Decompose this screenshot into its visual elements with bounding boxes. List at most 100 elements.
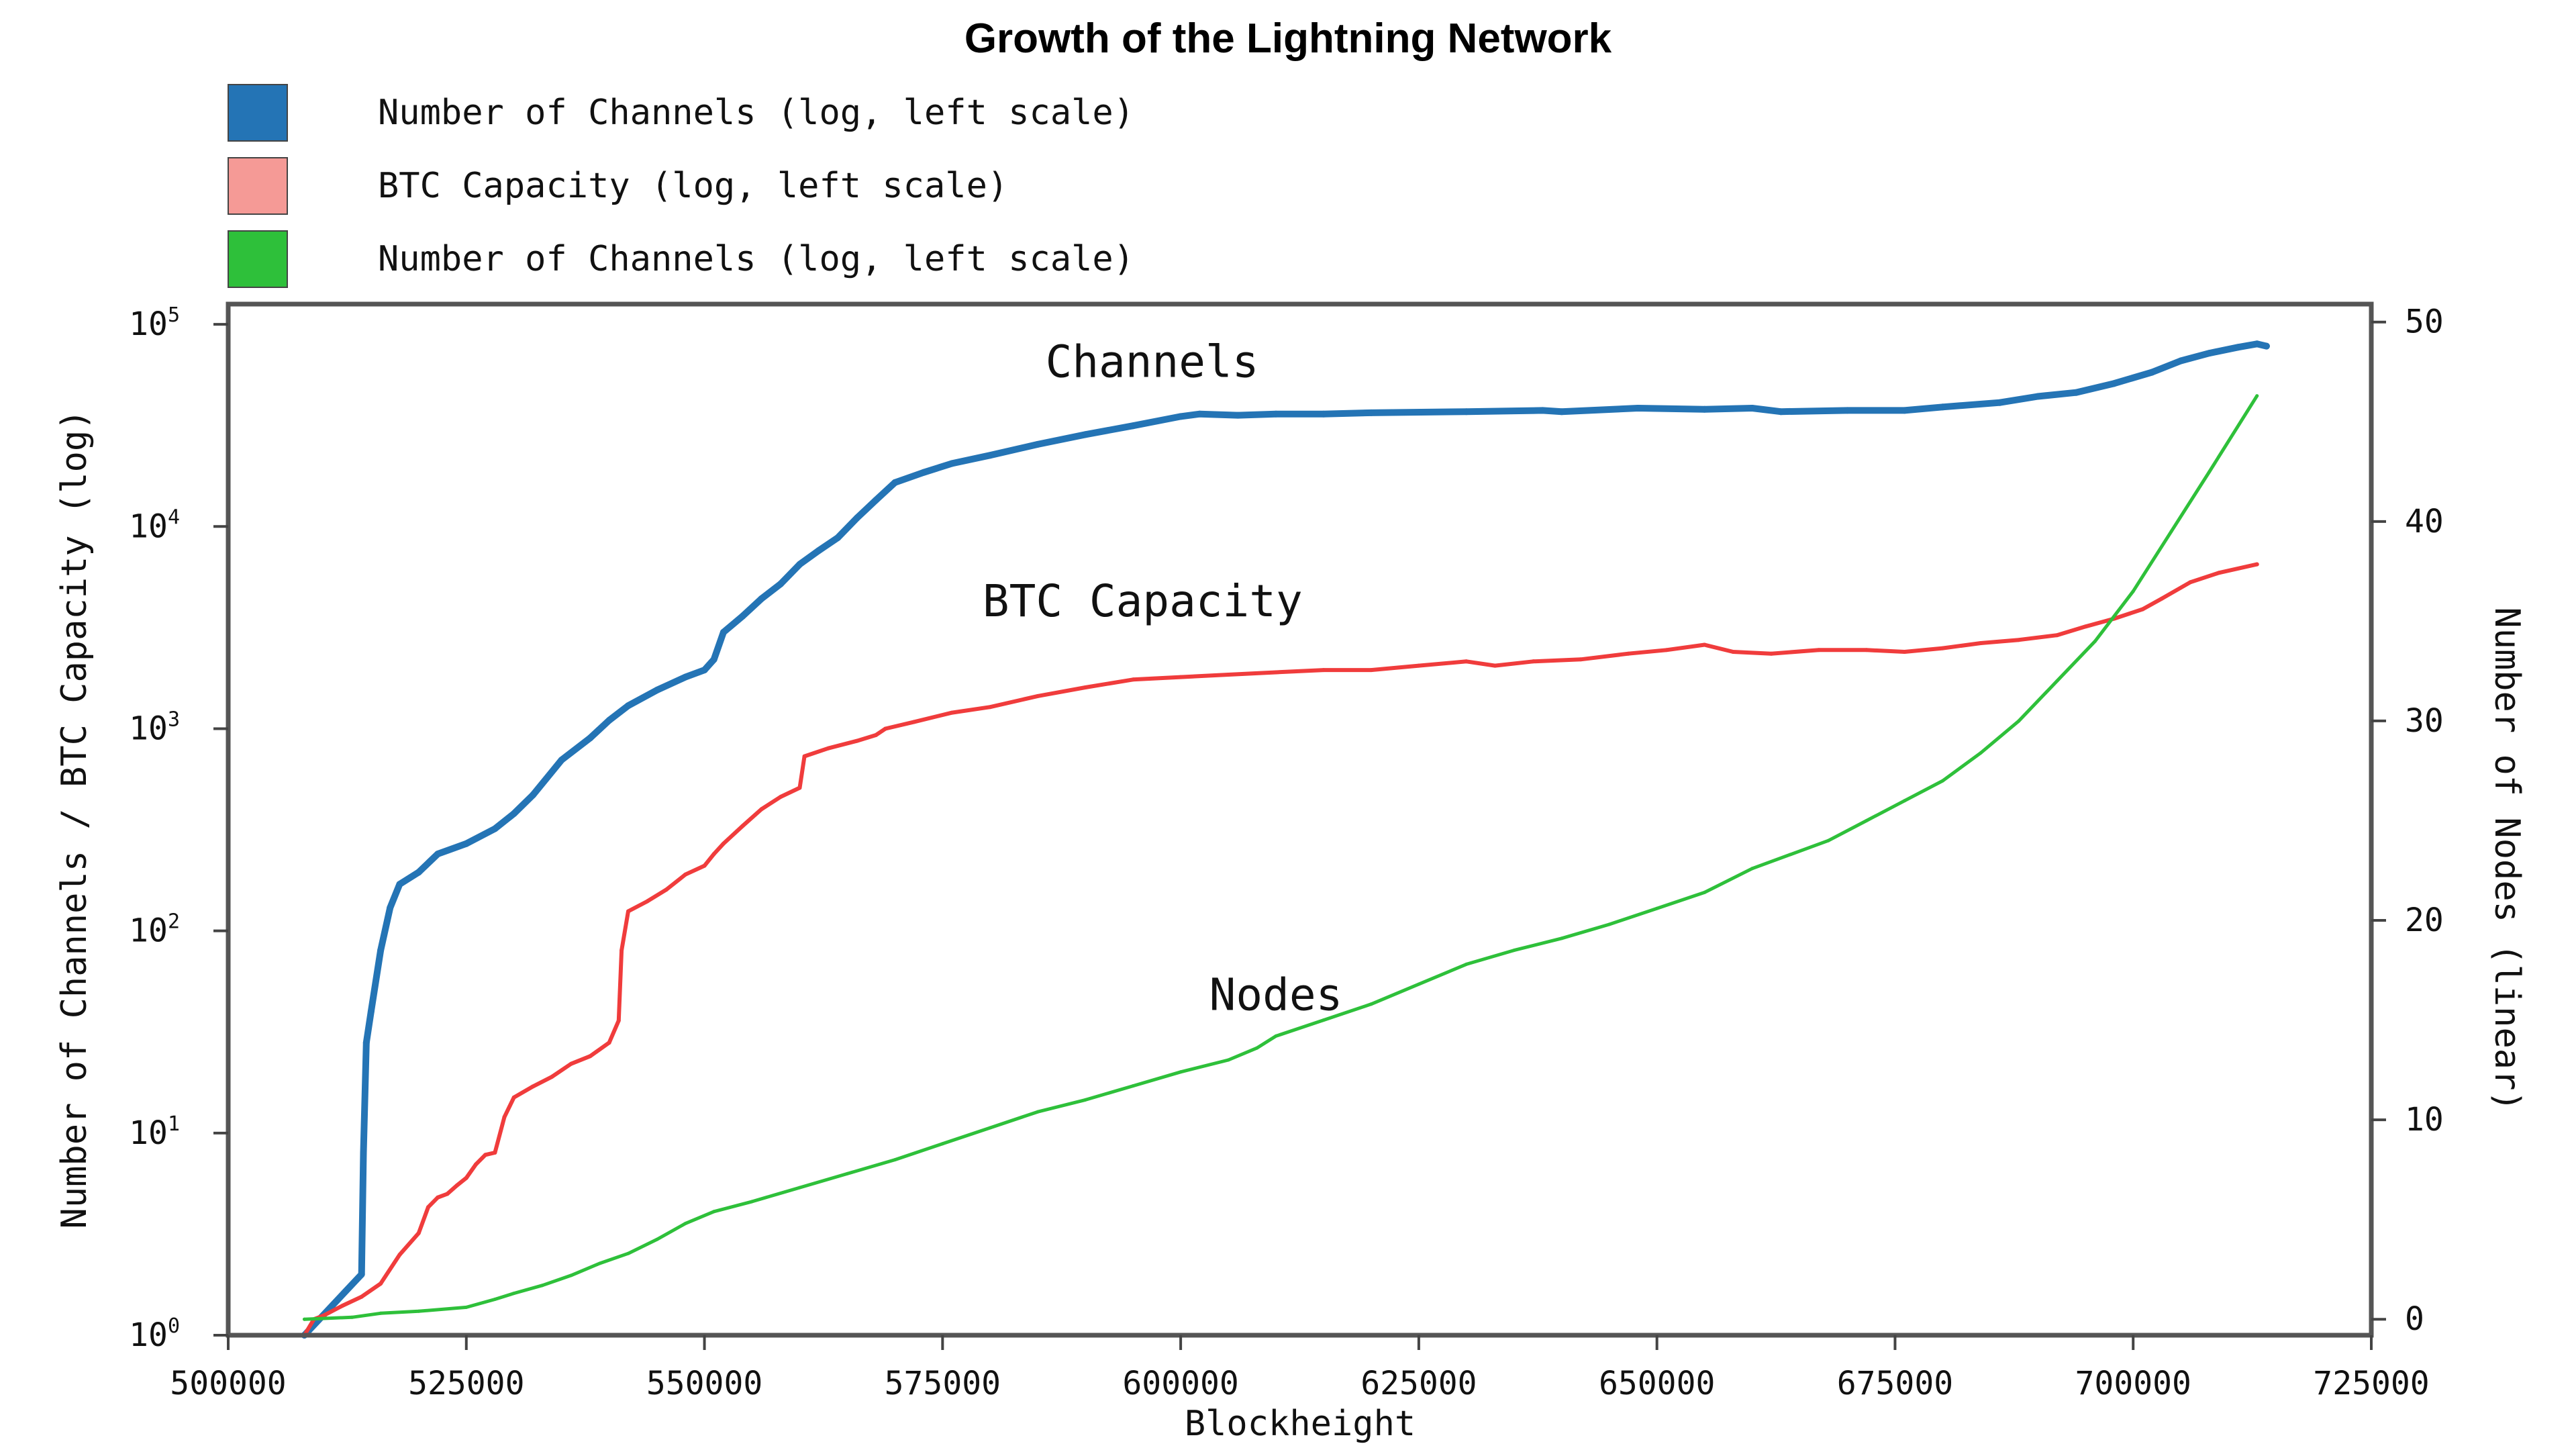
data-point: [2255, 394, 2259, 398]
data-point: [712, 1210, 716, 1214]
data-point: [2234, 344, 2242, 351]
series-line: [301, 340, 2270, 1339]
data-point: [1788, 853, 1792, 857]
data-point: [740, 824, 745, 828]
data-point: [682, 673, 689, 681]
y-left-tick-label: 102: [129, 910, 180, 950]
data-point: [2206, 350, 2213, 357]
data-point: [387, 904, 394, 912]
data-point: [1702, 642, 1707, 647]
data-point: [815, 547, 822, 554]
x-tick-label: 600000: [1122, 1365, 1238, 1402]
data-point: [321, 1313, 326, 1318]
data-point: [845, 1171, 849, 1175]
data-point: [2054, 633, 2059, 638]
data-point: [360, 1149, 367, 1156]
y-right-tick-label: 20: [2405, 902, 2444, 939]
data-point: [568, 1061, 573, 1066]
data-point: [616, 1018, 621, 1023]
legend-label: Number of Channels (log, left scale): [378, 239, 1134, 279]
data-point: [358, 1271, 365, 1278]
data-point: [1179, 675, 1183, 679]
data-point: [367, 1008, 375, 1015]
data-point: [1463, 408, 1470, 416]
data-point: [2034, 393, 2042, 400]
data-point: [483, 1153, 488, 1157]
chart-title: Growth of the Lightning Network: [964, 15, 1612, 62]
data-point: [1226, 1058, 1230, 1062]
annotation-label: BTC Capacity: [983, 575, 1303, 627]
data-point: [1083, 685, 1088, 689]
x-tick-label: 575000: [885, 1365, 1001, 1402]
data-point: [645, 899, 650, 904]
data-point: [759, 807, 764, 812]
data-point: [1464, 659, 1469, 664]
data-point: [530, 791, 537, 799]
y-left-tick-label: 103: [129, 708, 180, 747]
data-point: [2093, 639, 2097, 643]
data-point: [1939, 403, 1946, 411]
data-point: [1996, 399, 2003, 406]
data-point: [434, 851, 442, 858]
data-point: [417, 1309, 421, 1313]
y-axis-left-label: Number of Channels / BTC Capacity (log): [54, 409, 95, 1229]
annotations: Channels BTC Capacity Nodes: [983, 336, 1342, 1020]
data-point: [1579, 657, 1583, 662]
data-point: [2131, 589, 2135, 593]
data-point: [940, 1142, 944, 1146]
data-point: [1664, 648, 1669, 653]
data-point: [779, 795, 783, 799]
y-right-tick-label: 30: [2405, 702, 2444, 740]
y-left-tick-label: 104: [129, 505, 180, 545]
y-right-tick-label: 0: [2405, 1300, 2424, 1338]
annotation-label: Nodes: [1209, 969, 1343, 1021]
y-left-tick-label: 101: [129, 1112, 180, 1152]
y-axis-left: 100 101 102 103 104 105: [129, 303, 228, 1354]
data-point: [1369, 1002, 1373, 1006]
data-point: [1865, 819, 1869, 822]
x-axis-label: Blockheight: [1185, 1404, 1416, 1444]
data-point: [1322, 1018, 1326, 1022]
plot-frame: [226, 301, 2374, 1338]
data-point: [1083, 1098, 1087, 1102]
data-point: [454, 1184, 459, 1188]
data-point: [1034, 440, 1042, 448]
data-point: [2263, 342, 2270, 350]
data-point: [1558, 408, 1565, 416]
data-point: [502, 1115, 507, 1119]
data-point: [987, 452, 994, 459]
data-point: [854, 738, 859, 743]
data-point: [664, 887, 668, 892]
legend-swatch: [228, 157, 288, 215]
data-point: [436, 1195, 440, 1200]
data-point: [1196, 410, 1203, 418]
data-point: [1417, 982, 1421, 986]
data-point: [1274, 670, 1278, 675]
data-point: [2055, 679, 2059, 683]
data-point: [802, 754, 807, 759]
data-point: [1844, 407, 1851, 414]
data-point: [1036, 693, 1040, 698]
data-point: [588, 1054, 593, 1059]
y-right-tick-label: 40: [2405, 503, 2444, 540]
legend: Number of Channels (log, left scale) BTC …: [228, 84, 1134, 288]
data-point: [2140, 607, 2145, 612]
data-point: [1131, 677, 1136, 682]
data-point: [1177, 413, 1185, 420]
x-tick-label: 525000: [408, 1365, 524, 1402]
data-point: [1560, 936, 1564, 940]
data-point: [1234, 412, 1242, 419]
data-point: [2016, 638, 2021, 642]
data-point: [1512, 949, 1516, 953]
data-point: [620, 948, 624, 953]
data-point: [2177, 357, 2185, 365]
data-point: [797, 785, 802, 790]
data-point: [739, 612, 746, 620]
data-point: [1902, 650, 1907, 654]
legend-entry: Number of Channels (log, left scale): [228, 84, 1134, 142]
data-point: [531, 1084, 536, 1089]
x-tick-label: 650000: [1599, 1365, 1715, 1402]
data-point: [569, 1273, 573, 1277]
data-point: [1979, 641, 1983, 645]
